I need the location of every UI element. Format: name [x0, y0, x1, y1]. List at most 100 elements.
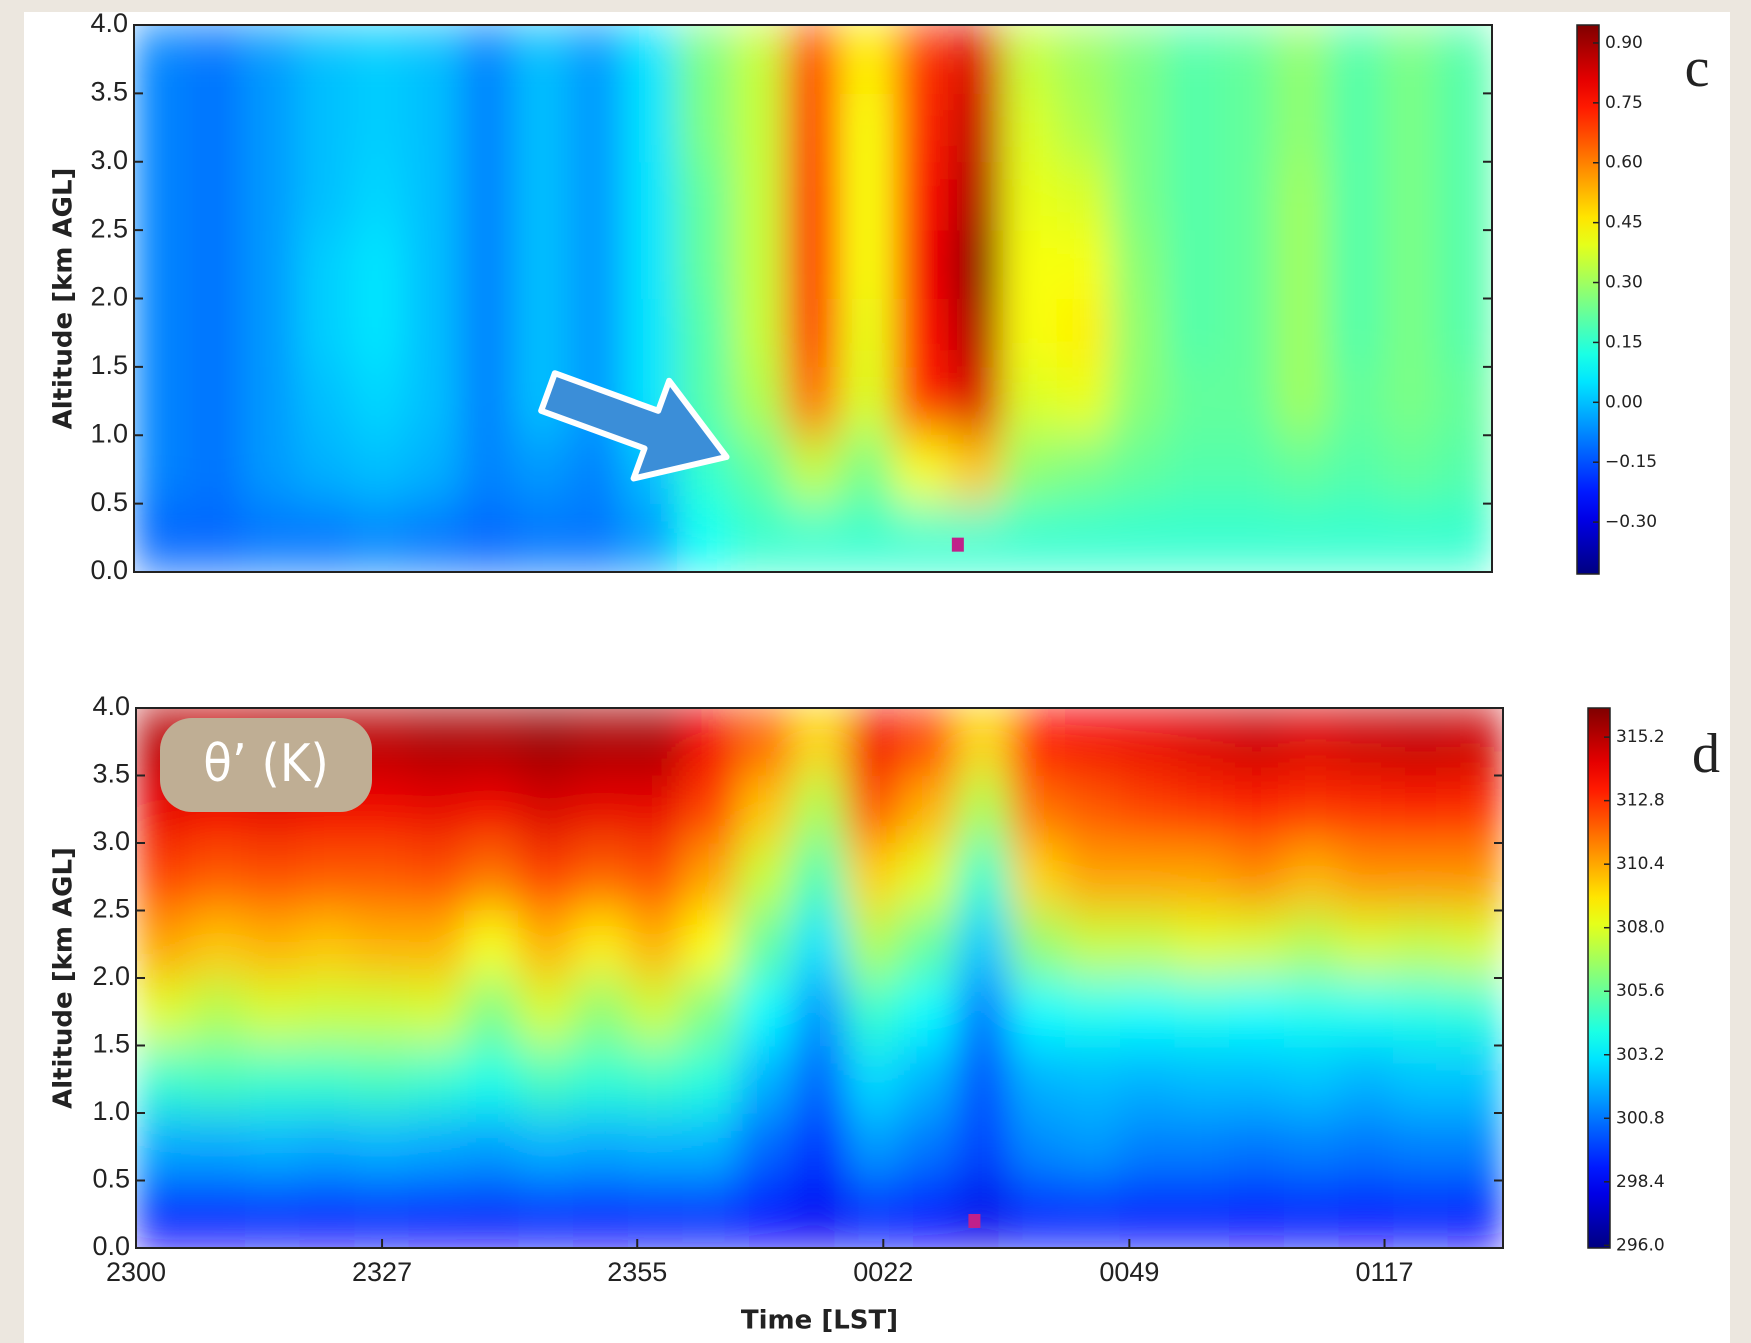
heatmap-cell	[1219, 503, 1276, 572]
heatmap-cell	[572, 1112, 629, 1181]
heatmap-cell	[136, 1180, 192, 1248]
heatmap-cell	[1119, 910, 1176, 979]
heatmap-cell	[459, 503, 515, 572]
heatmap-cell	[1002, 92, 1058, 163]
heatmap-cell	[839, 229, 895, 299]
y-tick-label: 1.5	[90, 350, 128, 380]
heatmap-cell	[1393, 842, 1449, 911]
heatmap-cell	[1065, 708, 1121, 776]
y-tick-label: 2.0	[92, 961, 130, 991]
heatmap-cell	[682, 1180, 738, 1248]
heatmap-cell	[1338, 1112, 1395, 1181]
heatmap-cell	[955, 977, 1012, 1046]
heatmap-cell	[1065, 1180, 1121, 1248]
heatmap-cell	[731, 366, 787, 436]
heatmap-cell	[513, 503, 570, 572]
heatmap-cell	[839, 25, 895, 94]
heatmap-cell	[242, 92, 298, 163]
heatmap-cell	[244, 1180, 301, 1248]
heatmap-cell	[791, 1112, 848, 1181]
colorbar	[1587, 707, 1611, 1249]
heatmap-cell	[1065, 842, 1121, 911]
heatmap-cell	[1274, 229, 1330, 299]
heatmap-cell	[459, 161, 515, 231]
heatmap-cell	[955, 842, 1012, 911]
heatmap-cell	[846, 910, 903, 979]
heatmap-cell	[405, 92, 461, 163]
heatmap-cell	[622, 92, 678, 163]
heatmap-cell	[1119, 842, 1176, 911]
y-tick-label: 3.5	[90, 77, 128, 107]
heatmap-cell	[1002, 366, 1058, 436]
heatmap-cell	[408, 1112, 465, 1181]
heatmap-cell	[785, 25, 841, 94]
heatmap-cell	[1447, 775, 1503, 844]
heatmap-cell	[1219, 92, 1276, 163]
heatmap-cell	[1165, 92, 1221, 163]
heatmap-cell	[242, 503, 298, 572]
heatmap-cell	[1274, 503, 1330, 572]
heatmap-cell	[513, 298, 570, 368]
heatmap-cell	[463, 842, 520, 911]
heatmap-cell	[350, 229, 407, 299]
heatmap-cell	[682, 775, 738, 844]
y-tick-label: 2.5	[90, 213, 128, 243]
heatmap-cell	[1119, 1045, 1176, 1114]
heatmap-cell	[242, 298, 298, 368]
heatmap-cell	[791, 842, 848, 911]
heatmap-cell	[244, 1045, 301, 1114]
heatmap-cell	[901, 910, 957, 979]
heatmap-cell	[676, 229, 733, 299]
heatmap-cell	[518, 1180, 574, 1248]
heatmap-cell	[901, 977, 957, 1046]
heatmap-cell	[955, 1180, 1012, 1248]
x-tick-label: 2327	[352, 1257, 412, 1287]
heatmap-cell	[1174, 977, 1231, 1046]
heatmap-cell	[736, 775, 793, 844]
heatmap-cells	[134, 25, 1492, 572]
heatmap-cell	[1229, 1045, 1285, 1114]
heatmap-cell	[736, 977, 793, 1046]
heatmap-cell	[1437, 503, 1492, 572]
heatmap-cell	[622, 25, 678, 94]
heatmap-cell	[572, 910, 629, 979]
heatmap-cell	[1010, 910, 1067, 979]
annotation: θ’ (K)	[203, 734, 329, 794]
heatmap-cell	[955, 708, 1012, 776]
y-tick-label: 4.0	[92, 691, 130, 721]
marker	[951, 537, 964, 552]
heatmap-cell	[1338, 1045, 1395, 1114]
heatmap-cell	[1165, 503, 1221, 572]
heatmap-cell	[736, 1045, 793, 1114]
heatmap-cell	[244, 910, 301, 979]
heatmap-cell	[354, 910, 410, 979]
heatmap-cell	[627, 775, 684, 844]
heatmap-cell	[791, 775, 848, 844]
colorbar-tick-label: 298.4	[1616, 1172, 1665, 1192]
heatmap-cell	[785, 92, 841, 163]
heatmap-cell	[676, 503, 733, 572]
heatmap-cell	[463, 977, 520, 1046]
heatmap-cell	[676, 298, 733, 368]
heatmap-cell	[893, 161, 950, 231]
heatmap-cell	[572, 1045, 629, 1114]
heatmap-cell	[1229, 1112, 1285, 1181]
heatmap-cell	[1338, 910, 1395, 979]
x-tick-label: 2355	[607, 1257, 667, 1287]
y-tick-label: 0.0	[92, 1231, 130, 1261]
heatmap-cell	[244, 977, 301, 1046]
heatmap-cell	[785, 161, 841, 231]
heatmap-cell	[791, 1045, 848, 1114]
heatmap-cell	[955, 1045, 1012, 1114]
heatmap-cell	[518, 842, 574, 911]
heatmap-cell	[839, 503, 895, 572]
annotation-box	[160, 718, 372, 812]
heatmap-cell	[948, 366, 1004, 436]
heatmap-cell	[627, 708, 684, 776]
heatmap-cell	[1437, 229, 1492, 299]
heatmap-cell	[785, 229, 841, 299]
heatmap-cell	[190, 1045, 246, 1114]
heatmap-cell	[676, 161, 733, 231]
heatmap-cell	[627, 977, 684, 1046]
